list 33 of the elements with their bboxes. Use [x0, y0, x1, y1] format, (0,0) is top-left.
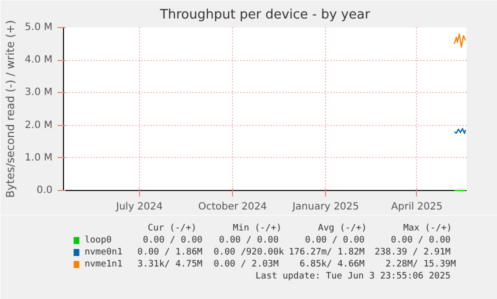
text: 0.00 / 0.00 [142, 236, 202, 246]
text: 2.28M/ 15.39M [386, 260, 457, 270]
text: 0.00 / 0.00 [304, 236, 365, 246]
text: 0.00 / 0.00 [390, 236, 451, 246]
line-series [454, 33, 466, 48]
text: Min (-/+) [232, 224, 282, 234]
y-tick-label: 3.0 M [24, 87, 53, 98]
text: Cur (-/+) [148, 224, 197, 234]
text: 0.00 / 0.00 [219, 236, 279, 246]
text: 0.00 / 2.03M [214, 260, 280, 270]
text: Avg (-/+) [318, 224, 367, 234]
text: 176.27m/ 1.82M [288, 248, 366, 258]
y-tick-label: 2.0 M [24, 120, 53, 131]
x-tick-label: July 2024 [115, 202, 163, 212]
y-axis-title: Bytes/second read (-) / write (+) [4, 20, 17, 198]
y-tick-label: 5.0 M [24, 22, 53, 33]
legend-label: loop0 [84, 236, 112, 246]
text: Last update: Tue Jun 3 23:55:06 2025 [255, 272, 451, 282]
text: 238.39 / 2.91M [374, 248, 452, 258]
x-tick-label: April 2025 [391, 202, 443, 212]
y-tick-label: 1.0 M [24, 152, 53, 164]
y-tick-label: 4.0 M [24, 54, 53, 66]
x-tick-label: January 2025 [291, 202, 360, 212]
text: 0.00 /920.00k [214, 248, 285, 258]
chart-title: Throughput per device - by year [158, 8, 371, 22]
text: 0.00 / 1.86M [137, 248, 203, 258]
text: 6.85k/ 4.66M [300, 260, 366, 270]
x-tick-label: October 2024 [198, 202, 267, 212]
y-tick-label: 0.0 [36, 185, 53, 196]
text: Max (-/+) [403, 224, 452, 234]
text: 3.31k/ 4.75M [137, 260, 203, 270]
legend-label: nvme1n1 [84, 260, 123, 270]
legend-label: nvme0n1 [84, 248, 123, 258]
